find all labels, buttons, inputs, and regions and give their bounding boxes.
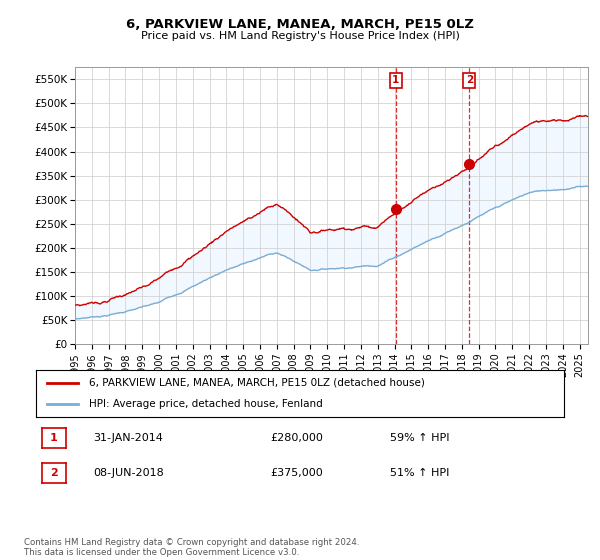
Text: 2: 2 (50, 468, 58, 478)
Text: HPI: Average price, detached house, Fenland: HPI: Average price, detached house, Fenl… (89, 399, 323, 409)
Text: 51% ↑ HPI: 51% ↑ HPI (390, 468, 449, 478)
Text: Price paid vs. HM Land Registry's House Price Index (HPI): Price paid vs. HM Land Registry's House … (140, 31, 460, 41)
Text: 08-JUN-2018: 08-JUN-2018 (93, 468, 164, 478)
Text: 6, PARKVIEW LANE, MANEA, MARCH, PE15 0LZ (detached house): 6, PARKVIEW LANE, MANEA, MARCH, PE15 0LZ… (89, 378, 425, 388)
Text: Contains HM Land Registry data © Crown copyright and database right 2024.
This d: Contains HM Land Registry data © Crown c… (24, 538, 359, 557)
Text: £375,000: £375,000 (270, 468, 323, 478)
Text: 59% ↑ HPI: 59% ↑ HPI (390, 433, 449, 443)
Text: 1: 1 (392, 75, 400, 85)
Text: 6, PARKVIEW LANE, MANEA, MARCH, PE15 0LZ: 6, PARKVIEW LANE, MANEA, MARCH, PE15 0LZ (126, 18, 474, 31)
Text: 31-JAN-2014: 31-JAN-2014 (93, 433, 163, 443)
Text: £280,000: £280,000 (270, 433, 323, 443)
Text: 2: 2 (466, 75, 473, 85)
Text: 1: 1 (50, 433, 58, 443)
